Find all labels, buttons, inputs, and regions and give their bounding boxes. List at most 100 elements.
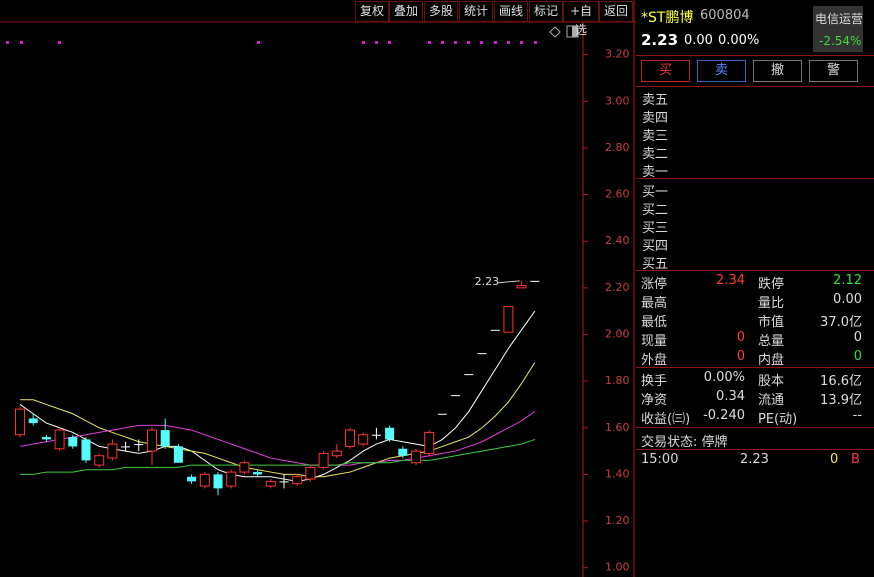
y-tick-label: 1.20 bbox=[605, 514, 630, 527]
y-tick-label: 1.60 bbox=[605, 421, 630, 434]
candle-body bbox=[121, 446, 131, 448]
candle-body bbox=[54, 429, 65, 450]
stat-value: 0 bbox=[736, 330, 745, 345]
candle-body bbox=[516, 285, 527, 289]
candle-body bbox=[134, 444, 144, 446]
stat-value: 2.34 bbox=[716, 273, 745, 288]
stock-name: *ST鹏博 bbox=[641, 10, 694, 26]
candle-body bbox=[173, 446, 183, 463]
candle-body bbox=[94, 455, 105, 466]
price: 2.23 bbox=[641, 31, 679, 49]
candle-body bbox=[239, 462, 250, 473]
annotation-line bbox=[497, 280, 520, 284]
candle-body bbox=[371, 434, 381, 436]
trade-status: 交易状态: 停牌 bbox=[641, 435, 728, 450]
candle-body bbox=[160, 430, 170, 447]
trade-button[interactable]: 买 bbox=[641, 60, 690, 82]
y-tick-label: 2.00 bbox=[605, 327, 630, 340]
stat-label: 总量 bbox=[758, 334, 785, 349]
bid-label: 买二 bbox=[642, 203, 669, 218]
stat-label: 跌停 bbox=[758, 277, 785, 292]
separator bbox=[636, 270, 874, 271]
toolbar-button[interactable]: 画线 bbox=[494, 1, 528, 22]
candle-body bbox=[490, 329, 500, 331]
candle-body bbox=[385, 427, 395, 440]
toolbar-button[interactable]: 标记 bbox=[529, 1, 563, 22]
sector-box[interactable] bbox=[813, 6, 863, 52]
toolbar-button[interactable]: 叠加 bbox=[389, 1, 423, 22]
ask-label: 卖三 bbox=[642, 129, 669, 144]
moving-average bbox=[19, 310, 536, 482]
stat-value: 37.0亿 bbox=[820, 315, 862, 330]
bid-label: 买一 bbox=[642, 185, 669, 200]
toolbar-button[interactable]: 多股 bbox=[424, 1, 458, 22]
kline-chart: 1.00 1.20 1.40 1.60 1.80 2.00 2.20 2.40 2.60 2.80… bbox=[0, 0, 636, 577]
y-tick-label: 2.80 bbox=[605, 141, 630, 154]
separator bbox=[636, 427, 874, 428]
stat-value: 0.34 bbox=[716, 389, 745, 404]
ask-label: 卖五 bbox=[642, 93, 669, 108]
y-tick-label: 2.40 bbox=[605, 234, 630, 247]
y-tick-label: 3.00 bbox=[605, 94, 630, 107]
candle-body bbox=[398, 448, 408, 456]
candle-body bbox=[451, 395, 461, 397]
stat-label: 股本 bbox=[758, 374, 785, 389]
stat-label: 收益(㈢) bbox=[641, 412, 691, 427]
bid-label: 买五 bbox=[642, 257, 669, 272]
candle-body bbox=[292, 476, 303, 485]
stat-label: 流通 bbox=[758, 393, 785, 408]
stat-value: 0 bbox=[736, 349, 745, 364]
y-tick-label: 2.60 bbox=[605, 188, 630, 201]
event-markers bbox=[6, 41, 537, 44]
candle-body bbox=[226, 471, 237, 487]
candle-body bbox=[318, 452, 329, 468]
toolbar-button[interactable]: 统计 bbox=[459, 1, 493, 22]
separator bbox=[636, 55, 874, 56]
candle-body bbox=[530, 280, 540, 282]
moving-average bbox=[20, 438, 535, 475]
trade-button[interactable]: 卖 bbox=[697, 60, 746, 82]
stat-value: 0 bbox=[853, 330, 862, 345]
toolbar-button[interactable]: 复权 bbox=[355, 1, 389, 22]
stat-label: 最高 bbox=[641, 296, 668, 311]
ask-label: 卖四 bbox=[642, 111, 669, 126]
trade-button[interactable]: 警 bbox=[809, 60, 858, 82]
candle-body bbox=[305, 466, 316, 480]
separator bbox=[636, 86, 874, 87]
toolbar-button[interactable]: 返回 bbox=[599, 1, 633, 22]
stat-value: 16.6亿 bbox=[820, 374, 862, 389]
stat-label: 量比 bbox=[758, 296, 785, 311]
candle-body bbox=[279, 481, 289, 483]
candle-body bbox=[464, 374, 474, 376]
candle-body bbox=[253, 472, 263, 475]
candle-body bbox=[437, 413, 447, 415]
icon[interactable] bbox=[549, 26, 561, 38]
stat-label: 涨停 bbox=[641, 277, 668, 292]
stat-value: 0.00% bbox=[703, 370, 745, 385]
toolbar-button[interactable]: +自选 bbox=[563, 1, 599, 37]
candle-body bbox=[503, 305, 514, 333]
candle-body bbox=[424, 431, 435, 454]
candle-body bbox=[358, 434, 369, 445]
separator bbox=[636, 449, 874, 450]
candle-body bbox=[147, 429, 157, 452]
candle-body bbox=[107, 443, 118, 459]
stat-label: 外盘 bbox=[641, 353, 668, 368]
candle-body bbox=[213, 474, 223, 489]
stat-value: 13.9亿 bbox=[820, 393, 862, 408]
y-tick-label: 1.80 bbox=[605, 374, 630, 387]
candle-body bbox=[345, 429, 355, 447]
stat-label: PE(动) bbox=[758, 412, 798, 427]
separator bbox=[636, 367, 874, 368]
stat-value: 0 bbox=[853, 349, 862, 364]
bid-label: 买四 bbox=[642, 239, 669, 254]
stock-code: 600804 bbox=[700, 8, 750, 23]
stat-label: 换手 bbox=[641, 374, 668, 389]
stat-value: -- bbox=[852, 408, 862, 423]
ask-label: 卖二 bbox=[642, 147, 669, 162]
candle-body bbox=[187, 476, 197, 482]
sector-change: -2.54% bbox=[819, 34, 862, 48]
candle-body bbox=[265, 480, 276, 487]
candle-body bbox=[199, 473, 210, 487]
trade-button[interactable]: 撤 bbox=[753, 60, 802, 82]
